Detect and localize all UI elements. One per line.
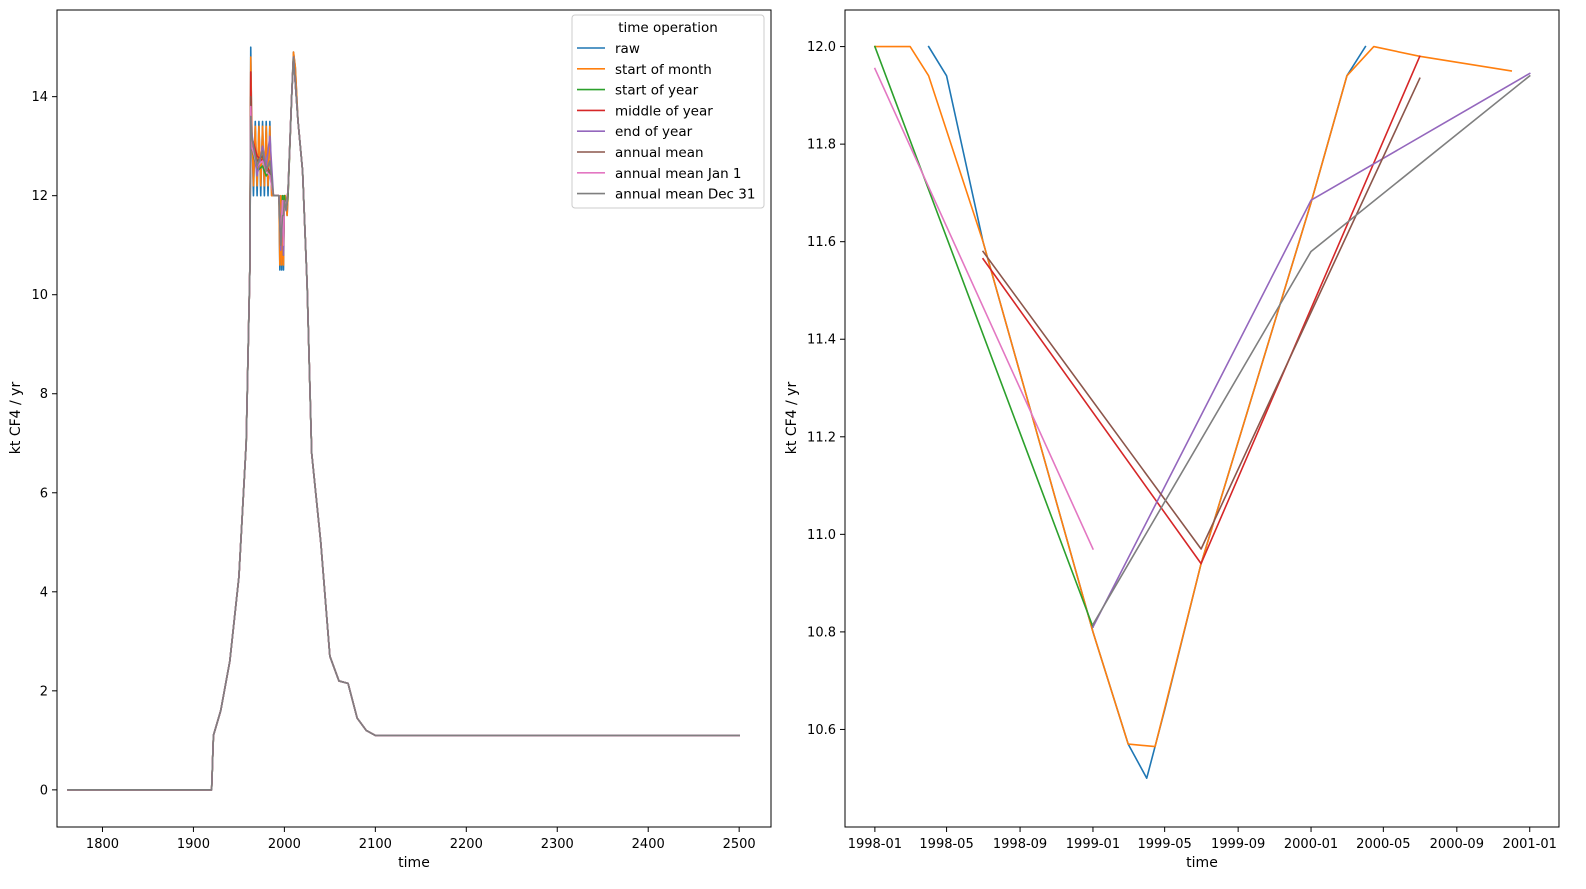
right-axes-frame <box>844 9 1560 828</box>
left-y-tick-label: 14 <box>31 90 48 105</box>
legend-label-start-of-month: start of month <box>615 62 712 78</box>
left-x-tick-label: 2200 <box>450 837 483 852</box>
right-x-tick-label: 1998-09 <box>993 837 1047 852</box>
right-series-annual-mean-jan-1 <box>873 67 1095 551</box>
left-axes: 1800 1900 2000 2100 2200 2300 2400 2500 0 2 4 6 8 10… <box>8 9 772 871</box>
right-x-tick-label: 2000-05 <box>1356 837 1410 852</box>
left-y-ticks: 0 2 4 6 8 10 12 14 <box>31 90 57 798</box>
legend-label-annual-mean-jan-1: annual mean Jan 1 <box>615 166 742 182</box>
right-y-tick-label: 11.6 <box>807 235 836 250</box>
left-y-tick-label: 12 <box>31 189 48 204</box>
left-series-annual-mean-dec-31 <box>67 56 740 791</box>
left-x-tick-label: 2500 <box>723 837 756 852</box>
right-x-tick-label: 1998-01 <box>848 837 902 852</box>
right-x-ticks: 1998-01 1998-05 1998-09 1999-01 1999-05 1999-… <box>848 827 1557 852</box>
right-y-tick-label: 11.0 <box>807 528 836 543</box>
right-y-tick-label: 11.4 <box>807 333 836 348</box>
right-y-axis-label: kt CF4 / yr <box>784 382 800 455</box>
right-x-axis-label: time <box>1186 855 1218 871</box>
right-x-tick-label: 2000-01 <box>1284 837 1338 852</box>
left-y-tick-label: 8 <box>40 387 48 402</box>
right-axes: 1998-01 1998-05 1998-09 1999-01 1999-05 1999-… <box>784 9 1560 871</box>
legend-label-middle-of-year: middle of year <box>615 103 713 119</box>
legend-label-start-of-year: start of year <box>615 83 699 99</box>
right-x-tick-label: 2000-09 <box>1430 837 1484 852</box>
right-y-tick-label: 10.8 <box>807 625 836 640</box>
right-x-tick-label: 1999-09 <box>1211 837 1265 852</box>
right-series-start-of-month <box>874 45 1513 748</box>
legend-label-annual-mean: annual mean <box>615 145 704 161</box>
right-x-tick-label: 1999-01 <box>1066 837 1120 852</box>
left-y-tick-label: 6 <box>40 486 48 501</box>
left-axes-frame <box>56 9 772 828</box>
left-x-axis-label: time <box>398 855 430 871</box>
right-x-tick-label: 1999-05 <box>1137 837 1191 852</box>
legend-title: time operation <box>618 20 718 36</box>
right-series-raw <box>927 45 1367 780</box>
legend-label-end-of-year: end of year <box>615 124 693 140</box>
right-x-tick-label: 1998-05 <box>919 837 973 852</box>
left-y-tick-label: 10 <box>31 288 48 303</box>
left-x-tick-label: 1900 <box>177 837 210 852</box>
legend-label-raw: raw <box>615 41 640 57</box>
right-y-tick-label: 11.8 <box>807 138 836 153</box>
left-x-tick-label: 2300 <box>541 837 574 852</box>
right-y-tick-label: 12.0 <box>807 40 836 55</box>
left-x-tick-label: 1800 <box>86 837 119 852</box>
right-y-tick-label: 11.2 <box>807 430 836 445</box>
right-series-start-of-year <box>873 45 1094 629</box>
legend-entries: raw start of month start of year middle of … <box>577 41 755 203</box>
right-series-annual-mean-dec-31 <box>1091 74 1531 626</box>
legend-label-annual-mean-dec-31: annual mean Dec 31 <box>615 187 755 203</box>
left-y-tick-label: 0 <box>40 783 48 798</box>
left-y-tick-label: 4 <box>40 585 48 600</box>
left-x-tick-label: 2100 <box>359 837 392 852</box>
right-y-ticks: 10.6 10.8 11.0 11.2 11.4 11.6 11.8 12.0 <box>807 40 845 738</box>
left-x-tick-label: 2000 <box>268 837 301 852</box>
right-x-tick-label: 2001-01 <box>1503 837 1557 852</box>
left-y-axis-label: kt CF4 / yr <box>8 382 24 455</box>
legend: time operation raw start of month start of… <box>571 14 765 209</box>
left-x-tick-label: 2400 <box>632 837 665 852</box>
legend-box <box>571 14 765 209</box>
left-y-tick-label: 2 <box>40 684 48 699</box>
right-y-tick-label: 10.6 <box>807 723 836 738</box>
right-series-annual-mean <box>981 77 1421 550</box>
left-plot-area <box>67 46 740 791</box>
right-series-middle-of-year <box>981 55 1421 565</box>
right-plot-area <box>873 45 1531 780</box>
right-series-end-of-year <box>1091 72 1531 629</box>
left-x-ticks: 1800 1900 2000 2100 2200 2300 2400 2500 <box>86 827 756 852</box>
